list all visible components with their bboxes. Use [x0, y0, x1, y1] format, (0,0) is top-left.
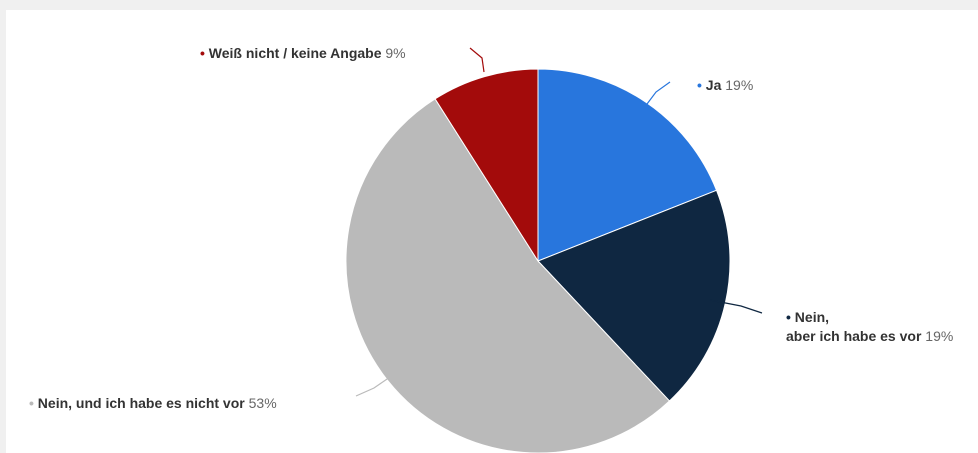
slice-label-name: aber ich habe es vor — [786, 328, 922, 344]
slice-label-name: Ja — [706, 77, 722, 93]
label-bullet: • — [697, 77, 706, 93]
chart-frame: • Ja 19% • Nein, aber ich habe es vor 19% •… — [6, 10, 978, 453]
slice-labels: • Ja 19%• Nein, aber ich habe es vor 19%•… — [29, 45, 953, 411]
slice-label-value: 19% — [921, 328, 953, 344]
pie-slice-1[interactable] — [537, 68, 718, 262]
slice-label-2: • Nein, aber ich habe es vor 19% — [786, 309, 953, 344]
leader-line-4 — [469, 47, 485, 73]
pie-slice-4[interactable] — [434, 68, 539, 263]
pie-slices — [345, 68, 731, 453]
slice-label-3: • Nein, und ich habe es nicht vor 53% — [29, 395, 277, 411]
slice-label-1: • Ja 19% — [697, 77, 753, 93]
slice-label-4: • Weiß nicht / keine Angabe 9% — [200, 45, 406, 61]
label-bullet: • — [786, 309, 795, 325]
label-bullet: • — [200, 45, 209, 61]
leader-line-1 — [643, 81, 671, 109]
label-bullet: • — [29, 395, 38, 411]
pie-slice-3[interactable] — [345, 98, 671, 453]
leader-line-2 — [709, 299, 763, 314]
slice-label-value: 19% — [721, 77, 753, 93]
slice-label-value: 53% — [245, 395, 277, 411]
pie-chart: • Ja 19%• Nein, aber ich habe es vor 19%•… — [29, 45, 953, 453]
leader-lines — [355, 47, 763, 397]
slice-label-value: 9% — [382, 45, 406, 61]
leader-line-3 — [355, 376, 391, 397]
slice-label-name: Nein, — [795, 309, 829, 325]
slice-label-name: Nein, und ich habe es nicht vor — [38, 395, 245, 411]
slice-label-name: Weiß nicht / keine Angabe — [209, 45, 382, 61]
